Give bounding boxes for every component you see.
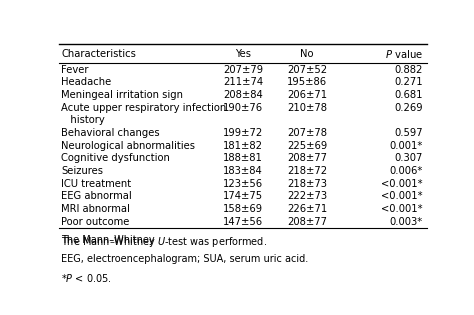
Text: 207±52: 207±52 (287, 65, 327, 75)
Text: The Mann–Whitney: The Mann–Whitney (61, 236, 158, 245)
Text: 211±74: 211±74 (223, 77, 263, 87)
Text: 0.006*: 0.006* (390, 166, 423, 176)
Text: 218±72: 218±72 (287, 166, 327, 176)
Text: 0.307: 0.307 (394, 153, 423, 163)
Text: <0.001*: <0.001* (381, 192, 423, 202)
Text: 0.681: 0.681 (394, 90, 423, 100)
Text: 218±73: 218±73 (287, 179, 327, 189)
Text: Neurological abnormalities: Neurological abnormalities (61, 141, 195, 151)
Text: 158±69: 158±69 (223, 204, 263, 214)
Text: 147±56: 147±56 (223, 217, 263, 227)
Text: <0.001*: <0.001* (381, 179, 423, 189)
Text: The Mann–Whitney $\it{U}$-test was performed.: The Mann–Whitney $\it{U}$-test was perfo… (61, 236, 267, 249)
Text: Meningeal irritation sign: Meningeal irritation sign (61, 90, 183, 100)
Text: Yes: Yes (235, 49, 251, 59)
Text: Headache: Headache (61, 77, 111, 87)
Text: No: No (301, 49, 314, 59)
Text: 208±84: 208±84 (223, 90, 263, 100)
Text: EEG, electroencephalogram; SUA, serum uric acid.: EEG, electroencephalogram; SUA, serum ur… (61, 254, 308, 264)
Text: Fever: Fever (61, 65, 89, 75)
Text: <0.001*: <0.001* (381, 204, 423, 214)
Text: 0.001*: 0.001* (390, 141, 423, 151)
Text: 210±78: 210±78 (287, 103, 327, 113)
Text: 123±56: 123±56 (223, 179, 263, 189)
Text: 188±81: 188±81 (223, 153, 263, 163)
Text: 183±84: 183±84 (223, 166, 263, 176)
Text: Characteristics: Characteristics (61, 49, 136, 59)
Text: 208±77: 208±77 (287, 153, 327, 163)
Text: Seizures: Seizures (61, 166, 103, 176)
Text: 0.003*: 0.003* (390, 217, 423, 227)
Text: MRI abnormal: MRI abnormal (61, 204, 130, 214)
Text: 225±69: 225±69 (287, 141, 328, 151)
Text: Cognitive dysfunction: Cognitive dysfunction (61, 153, 170, 163)
Text: ICU treatment: ICU treatment (61, 179, 131, 189)
Text: 0.882: 0.882 (394, 65, 423, 75)
Text: 195±86: 195±86 (287, 77, 327, 87)
Text: $\it{P}$ value: $\it{P}$ value (385, 48, 423, 60)
Text: 181±82: 181±82 (223, 141, 263, 151)
Text: 190±76: 190±76 (223, 103, 263, 113)
Text: 174±75: 174±75 (223, 192, 263, 202)
Text: Behavioral changes: Behavioral changes (61, 128, 160, 138)
Text: history: history (61, 115, 105, 125)
Text: EEG abnormal: EEG abnormal (61, 192, 132, 202)
Text: 208±77: 208±77 (287, 217, 327, 227)
Text: 206±71: 206±71 (287, 90, 327, 100)
Text: 207±78: 207±78 (287, 128, 327, 138)
Text: 0.271: 0.271 (394, 77, 423, 87)
Text: 207±79: 207±79 (223, 65, 263, 75)
Text: *$\it{P}$ < 0.05.: *$\it{P}$ < 0.05. (61, 272, 112, 284)
Text: 222±73: 222±73 (287, 192, 327, 202)
Text: 0.269: 0.269 (394, 103, 423, 113)
Text: 0.597: 0.597 (394, 128, 423, 138)
Text: Poor outcome: Poor outcome (61, 217, 129, 227)
Text: 199±72: 199±72 (223, 128, 263, 138)
Text: 226±71: 226±71 (287, 204, 328, 214)
Text: Acute upper respiratory infection: Acute upper respiratory infection (61, 103, 227, 113)
